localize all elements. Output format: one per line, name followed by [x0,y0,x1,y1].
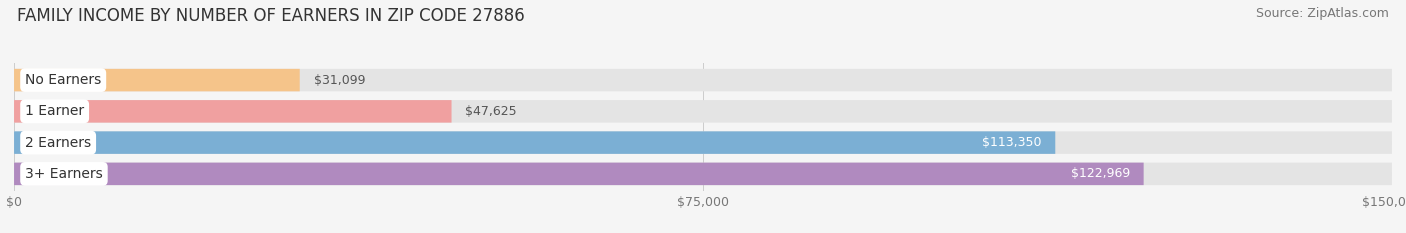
FancyBboxPatch shape [14,163,1392,185]
Text: 1 Earner: 1 Earner [25,104,84,118]
FancyBboxPatch shape [14,100,451,123]
FancyBboxPatch shape [14,69,1392,91]
Text: Source: ZipAtlas.com: Source: ZipAtlas.com [1256,7,1389,20]
Text: $47,625: $47,625 [465,105,517,118]
Text: $122,969: $122,969 [1070,167,1130,180]
Text: $31,099: $31,099 [314,74,366,87]
FancyBboxPatch shape [14,100,1392,123]
Text: No Earners: No Earners [25,73,101,87]
FancyBboxPatch shape [14,131,1392,154]
FancyBboxPatch shape [14,163,1143,185]
FancyBboxPatch shape [14,131,1056,154]
FancyBboxPatch shape [14,69,299,91]
Text: 3+ Earners: 3+ Earners [25,167,103,181]
Text: $113,350: $113,350 [981,136,1042,149]
Text: 2 Earners: 2 Earners [25,136,91,150]
Text: FAMILY INCOME BY NUMBER OF EARNERS IN ZIP CODE 27886: FAMILY INCOME BY NUMBER OF EARNERS IN ZI… [17,7,524,25]
